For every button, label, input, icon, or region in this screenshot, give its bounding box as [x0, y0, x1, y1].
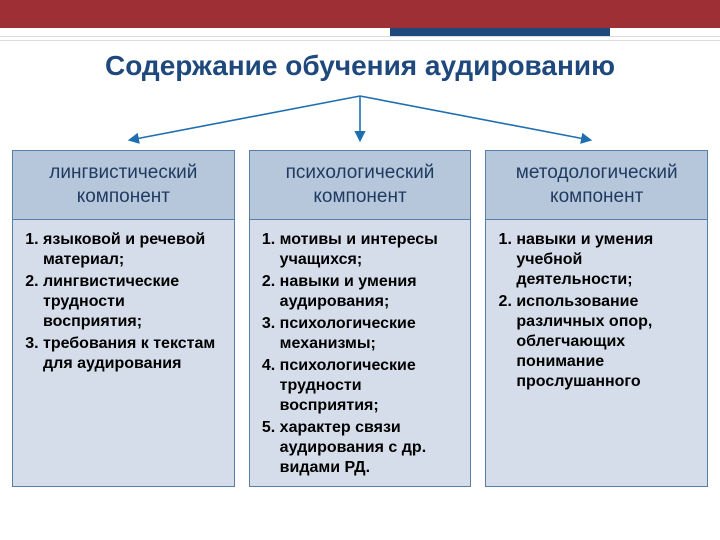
slide-title: Содержание обучения аудированию: [20, 50, 700, 82]
divider-line: [0, 36, 720, 37]
columns-container: лингвистический компонент языковой и рече…: [12, 150, 708, 487]
list-item: использование различных опор, облегчающи…: [516, 292, 701, 392]
list-item: характер связи аудирования с др. видами …: [280, 418, 465, 478]
column-body: навыки и умения учебной деятельности;исп…: [485, 220, 708, 487]
item-list: языковой и речевой материал;лингвистичес…: [17, 230, 228, 374]
list-item: лингвистические трудности восприятия;: [43, 272, 228, 332]
column-header: психологический компонент: [249, 150, 472, 220]
slide: Содержание обучения аудированию лингвист…: [0, 0, 720, 540]
list-item: мотивы и интересы учащихся;: [280, 230, 465, 270]
divider-line: [0, 40, 720, 41]
branching-arrows: [0, 88, 720, 148]
top-band-dark: [0, 0, 720, 28]
list-item: языковой и речевой материал;: [43, 230, 228, 270]
top-band-accent-strip: [390, 28, 610, 36]
column-header: методологический компонент: [485, 150, 708, 220]
column-header: лингвистический компонент: [12, 150, 235, 220]
list-item: навыки и умения учебной деятельности;: [516, 230, 701, 290]
item-list: навыки и умения учебной деятельности;исп…: [490, 230, 701, 392]
column: методологический компонент навыки и умени…: [485, 150, 708, 487]
column: психологический компонент мотивы и интере…: [249, 150, 472, 487]
column: лингвистический компонент языковой и рече…: [12, 150, 235, 487]
list-item: психологические трудности восприятия;: [280, 356, 465, 416]
column-body: языковой и речевой материал;лингвистичес…: [12, 220, 235, 487]
list-item: психологические механизмы;: [280, 314, 465, 354]
list-item: навыки и умения аудирования;: [280, 272, 465, 312]
column-body: мотивы и интересы учащихся; навыки и уме…: [249, 220, 472, 487]
list-item: требования к текстам для аудирования: [43, 334, 228, 374]
item-list: мотивы и интересы учащихся; навыки и уме…: [254, 230, 465, 478]
